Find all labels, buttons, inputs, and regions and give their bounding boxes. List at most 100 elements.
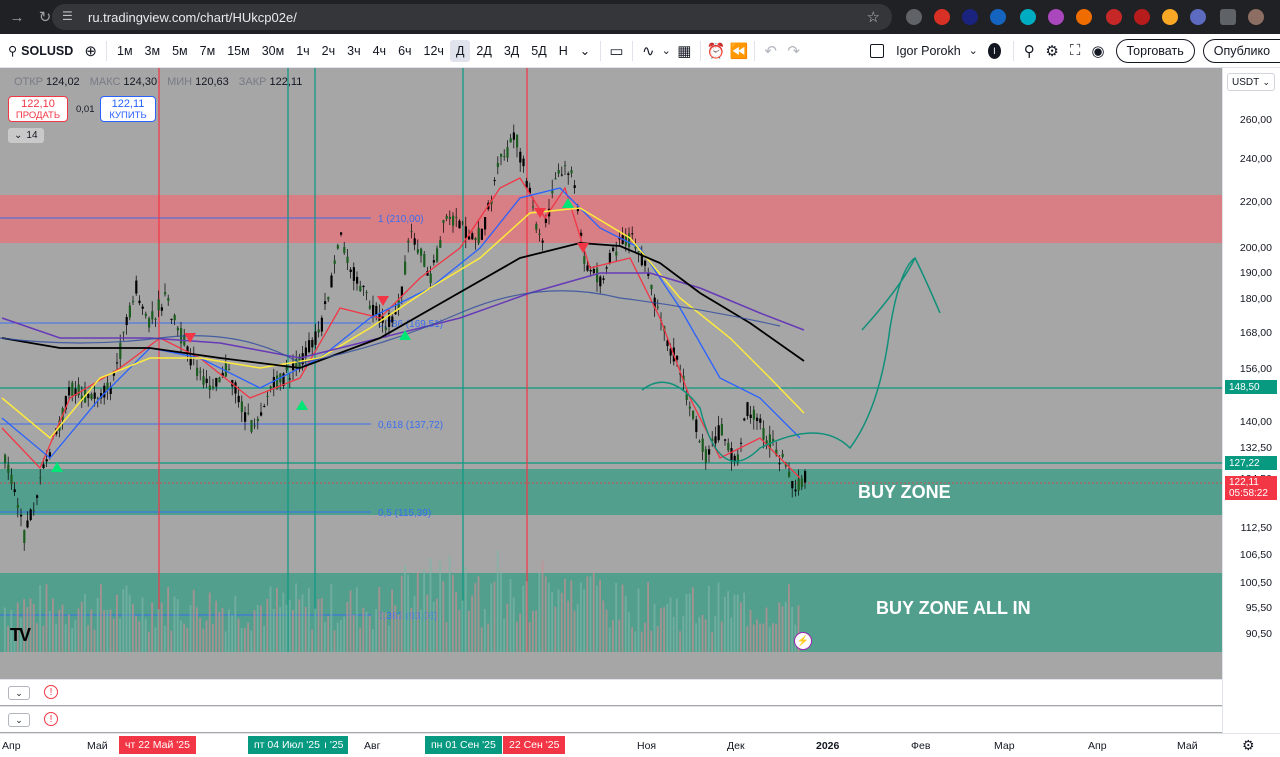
volume-bar (327, 616, 329, 652)
price-chart[interactable]: 1 (210,00) 0,786 (169,51) 0,618 (137,72) 0,… (0, 68, 1222, 733)
interval-8[interactable]: 3ч (347, 43, 361, 58)
candle-body (477, 227, 480, 244)
volume-bar (749, 609, 752, 652)
templates-icon[interactable]: ▦ (677, 42, 692, 60)
red-circle-extension-icon[interactable] (1134, 9, 1150, 25)
red-extension-icon[interactable] (934, 9, 950, 25)
price-axis[interactable]: USDT ⌄ 260,00 240,00 220,00 200,00 190,00 180… (1222, 68, 1280, 757)
interval-11[interactable]: 12ч (423, 43, 444, 58)
interval-1[interactable]: 3м (144, 43, 161, 58)
fox-extension-icon[interactable] (1076, 9, 1092, 25)
time-axis[interactable]: Апр Май чт 22 Май '25 пт 04 Июл '25 ı '2… (0, 733, 1280, 757)
undo-icon[interactable]: ↶ (764, 42, 777, 60)
interval-dropdown-icon[interactable]: ⌄ (579, 44, 591, 58)
quick-search-icon[interactable]: ⚲ (1023, 42, 1035, 60)
candle-body (452, 215, 455, 226)
volume-bar (410, 607, 413, 652)
interval-14[interactable]: 3Д (503, 43, 520, 58)
volume-bar (263, 625, 265, 652)
replay-icon[interactable]: ⏪ (729, 42, 749, 60)
warning-icon[interactable]: ! (44, 685, 58, 699)
puzzle-extension-icon[interactable] (1220, 9, 1236, 25)
volume-bar (570, 580, 573, 652)
fullscreen-icon[interactable]: ⛶ (1069, 42, 1081, 59)
site-info-icon[interactable]: ☰ (62, 9, 73, 23)
candle-body (80, 395, 83, 402)
trade-button[interactable]: Торговать (1115, 38, 1195, 63)
candle-body (500, 153, 503, 157)
volume-bar (631, 627, 633, 652)
candle-body (628, 233, 631, 247)
chevron-down-icon[interactable]: ⌄ (661, 45, 671, 57)
volume-bar (16, 602, 19, 652)
volume-bar (765, 607, 768, 652)
volume-bar (141, 597, 144, 652)
candle-body (666, 340, 669, 347)
reload-icon[interactable]: ↻ (38, 9, 52, 26)
currency-select[interactable]: USDT ⌄ (1227, 73, 1275, 91)
interval-13[interactable]: 2Д (476, 43, 492, 58)
chevron-down-icon[interactable]: ⌄ (8, 686, 30, 700)
redo-icon[interactable]: ↷ (787, 42, 800, 60)
axis-settings-icon[interactable]: ⚙ (1242, 737, 1255, 753)
add-symbol-icon[interactable]: ⊕ (84, 42, 97, 60)
indicators-toggle[interactable]: ⌄ 14 (8, 128, 44, 143)
pin-extension-icon[interactable] (1190, 9, 1206, 25)
camera-icon[interactable]: ◉ (1091, 42, 1105, 60)
profile-avatar[interactable] (1248, 9, 1264, 25)
interval-4[interactable]: 15м (227, 43, 250, 58)
volume-bar (762, 623, 765, 652)
volume-bar (394, 605, 397, 652)
candle-body (196, 367, 199, 376)
sell-signal-arrow (184, 333, 196, 343)
interval-15[interactable]: 5Д (531, 43, 547, 58)
sell-button[interactable]: 122,10 ПРОДАТЬ (8, 96, 68, 122)
interval-2[interactable]: 5м (172, 43, 188, 58)
warning-icon[interactable]: ! (44, 712, 58, 726)
buy-button[interactable]: 122,11 КУПИТЬ (100, 96, 156, 122)
candle-body (736, 454, 739, 463)
adblock-extension-icon[interactable] (1106, 9, 1122, 25)
bitcoin-extension-icon[interactable] (1162, 9, 1178, 25)
user-name[interactable]: Igor Porokh (896, 43, 961, 58)
blue-extension-icon[interactable] (990, 9, 1006, 25)
publish-button[interactable]: Опублико (1202, 38, 1280, 63)
purple-extension-icon[interactable] (1048, 9, 1064, 25)
interval-9[interactable]: 4ч (372, 43, 387, 58)
candle-body (359, 285, 362, 292)
interval-12[interactable]: Д (449, 39, 471, 62)
indicators-icon[interactable]: ∿ (641, 42, 655, 60)
interval-16[interactable]: Н (558, 43, 568, 58)
interval-6[interactable]: 1ч (296, 43, 310, 58)
chevron-down-icon[interactable]: ⌄ (8, 713, 30, 727)
candle-body (752, 409, 755, 420)
interval-3[interactable]: 7м (199, 43, 216, 58)
interval-7[interactable]: 2ч (321, 43, 336, 58)
symbol-search[interactable]: ⚲ SOLUSD (0, 43, 79, 59)
alert-icon[interactable]: ⏰ (706, 42, 726, 60)
shield-extension-icon[interactable] (962, 9, 978, 25)
y-label: 156,00 (1239, 363, 1272, 375)
user-avatar[interactable]: I (987, 42, 1001, 59)
chevron-down-icon[interactable]: ⌄ (968, 45, 978, 57)
cyan-extension-icon[interactable] (1020, 9, 1036, 25)
volume-bar (221, 608, 224, 652)
interval-5[interactable]: 30м (261, 43, 285, 58)
candle-body (640, 251, 643, 266)
globe-extension-icon[interactable] (906, 9, 922, 25)
interval-10[interactable]: 6ч (398, 43, 412, 58)
back-icon[interactable]: → (9, 8, 25, 26)
settings-icon[interactable]: ⚙ (1045, 42, 1059, 60)
candle-body (141, 306, 144, 309)
candles-icon[interactable]: ▭ (609, 42, 624, 60)
candle-body (756, 417, 759, 421)
candle-body (112, 372, 115, 376)
volume-bar (701, 614, 704, 652)
layout-checkbox[interactable] (864, 43, 890, 58)
volume-bar (144, 618, 147, 652)
bookmark-star-icon[interactable]: ☆ (866, 9, 880, 26)
address-bar[interactable]: ☰ ru.tradingview.com/chart/HUkcp02e/ ☆ (52, 4, 892, 30)
lightning-icon[interactable]: ⚡ (794, 632, 812, 650)
interval-0[interactable]: 1м (117, 43, 133, 58)
chart-area[interactable]: 1 (210,00) 0,786 (169,51) 0,618 (137,72) 0,… (0, 68, 1280, 757)
